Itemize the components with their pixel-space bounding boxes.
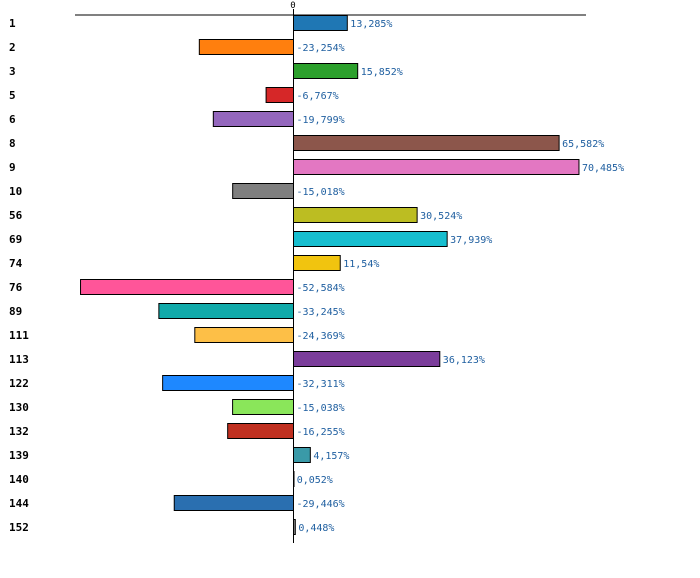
category-label: 3 — [9, 65, 16, 78]
value-label: -29,446% — [297, 499, 345, 510]
bar — [80, 279, 294, 295]
category-label: 122 — [9, 377, 29, 390]
bar — [293, 63, 359, 79]
category-label: 113 — [9, 353, 29, 366]
bar — [194, 327, 295, 343]
bar — [293, 159, 580, 175]
bar — [212, 111, 295, 127]
value-label: 65,582% — [562, 139, 604, 150]
value-label: -16,255% — [297, 427, 345, 438]
category-label: 132 — [9, 425, 29, 438]
category-labels: 1235689105669747689111113122130132139140… — [9, 17, 29, 534]
value-label: -15,038% — [297, 403, 345, 414]
category-label: 1 — [9, 17, 16, 30]
value-label: 0,448% — [298, 523, 334, 534]
category-label: 111 — [9, 329, 29, 342]
value-label: 4,157% — [313, 451, 349, 462]
value-label: -33,245% — [297, 307, 345, 318]
bar — [293, 351, 441, 367]
value-label: 0,052% — [297, 475, 333, 486]
category-label: 69 — [9, 233, 22, 246]
value-label: 36,123% — [443, 355, 485, 366]
category-label: 6 — [9, 113, 16, 126]
value-label: 37,939% — [450, 235, 492, 246]
bar — [162, 375, 294, 391]
bar — [293, 231, 448, 247]
value-label: -23,254% — [297, 43, 345, 54]
bar — [198, 39, 295, 55]
category-label: 9 — [9, 161, 16, 174]
category-label: 56 — [9, 209, 23, 222]
category-label: 74 — [9, 257, 23, 270]
category-label: 130 — [9, 401, 29, 414]
bar — [293, 207, 418, 223]
bar — [232, 399, 294, 415]
category-label: 139 — [9, 449, 29, 462]
value-label: -6,767% — [297, 91, 339, 102]
category-label: 144 — [9, 497, 29, 510]
bars-group — [80, 15, 580, 535]
value-label: 70,485% — [582, 163, 624, 174]
value-label: -32,311% — [297, 379, 345, 390]
value-label: 30,524% — [420, 211, 462, 222]
category-label: 10 — [9, 185, 22, 198]
bar — [158, 303, 294, 319]
value-label: 11,54% — [343, 259, 379, 270]
category-label: 8 — [9, 137, 16, 150]
category-label: 89 — [9, 305, 22, 318]
category-label: 5 — [9, 89, 16, 102]
bar — [293, 135, 560, 151]
bar — [293, 447, 311, 463]
value-label: 13,285% — [350, 19, 392, 30]
value-label: -24,369% — [297, 331, 345, 342]
zero-tick-label: 0 — [290, 1, 295, 11]
bar — [293, 255, 341, 271]
value-label: -52,584% — [297, 283, 345, 294]
category-label: 152 — [9, 521, 29, 534]
category-label: 76 — [9, 281, 23, 294]
value-labels: 13,285% -23,254% 15,852% -6,767% -19,799% 65,… — [297, 19, 625, 534]
bar — [293, 15, 348, 31]
category-label: 2 — [9, 41, 16, 54]
bar — [227, 423, 294, 439]
bar — [173, 495, 294, 511]
bar — [232, 183, 294, 199]
bar — [265, 87, 295, 103]
value-label: 15,852% — [361, 67, 403, 78]
value-label: -19,799% — [297, 115, 345, 126]
value-label: -15,018% — [297, 187, 345, 198]
category-label: 140 — [9, 473, 29, 486]
